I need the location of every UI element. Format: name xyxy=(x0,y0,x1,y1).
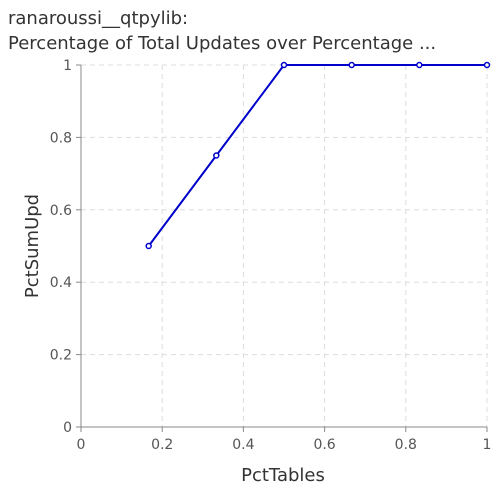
data-point xyxy=(483,61,491,69)
y-tick-label: 0.8 xyxy=(50,130,72,146)
series-layer xyxy=(145,61,491,250)
y-tick-label: 0.2 xyxy=(50,348,72,364)
x-tick-label: 0.6 xyxy=(313,437,335,453)
data-point xyxy=(416,61,423,69)
data-point xyxy=(145,242,152,250)
x-axis-label: PctTables xyxy=(241,465,325,486)
chart-title-line-2: Percentage of Total Updates over Percent… xyxy=(8,33,437,54)
data-point xyxy=(348,61,355,69)
x-tick-label: 1 xyxy=(483,437,492,453)
x-tick-label: 0.4 xyxy=(232,437,254,453)
data-point xyxy=(213,152,220,159)
tick-labels: 0 0.2 0.4 0.6 0.8 1 0 0.2 0.4 0.6 0.8 1 xyxy=(50,58,492,453)
x-tick-label: 0 xyxy=(77,437,86,453)
x-tick-label: 0.2 xyxy=(151,437,173,453)
chart-title-line-1: ranaroussi__qtpylib: xyxy=(8,8,189,29)
data-point xyxy=(280,61,288,69)
y-axis-label: PctSumUpd xyxy=(22,194,43,298)
axes xyxy=(76,64,488,432)
y-tick-label: 0.6 xyxy=(50,203,72,219)
y-tick-label: 1 xyxy=(63,58,72,74)
y-tick-label: 0.4 xyxy=(50,275,72,291)
grid-lines xyxy=(80,64,488,428)
series-line xyxy=(147,64,487,247)
x-tick-label: 0.8 xyxy=(395,437,417,453)
y-tick-label: 0 xyxy=(63,420,72,436)
